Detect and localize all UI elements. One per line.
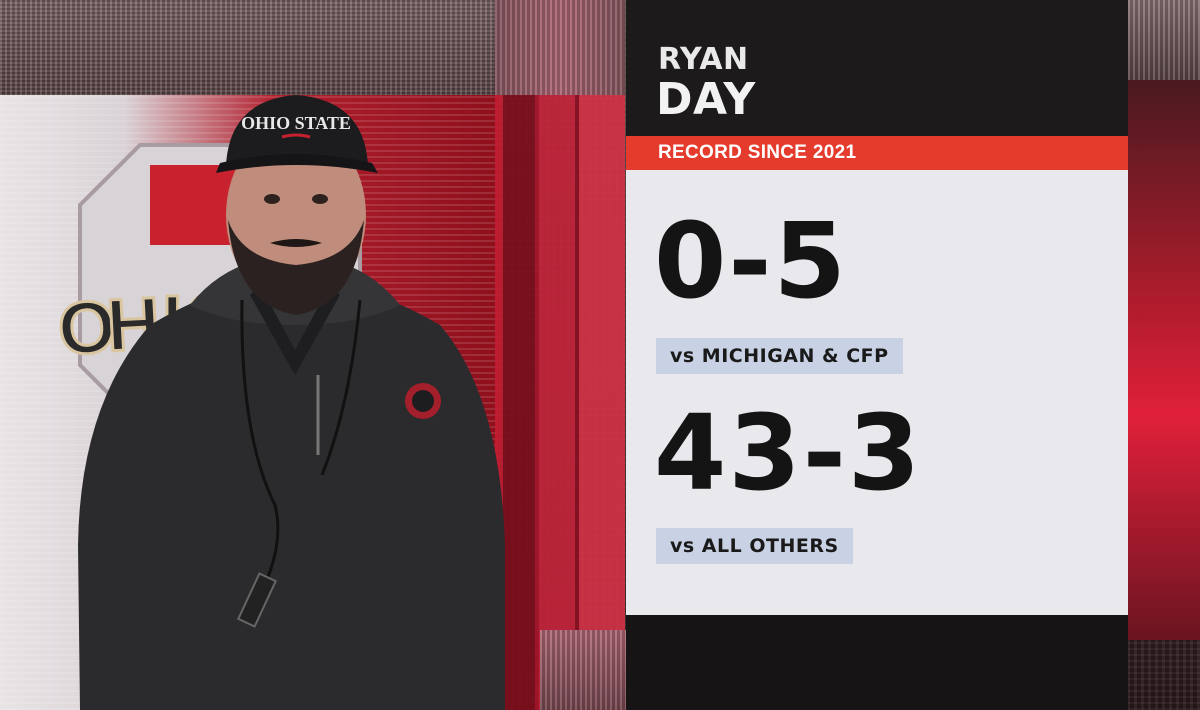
crowd-strip-right: [1128, 0, 1200, 80]
crowd-strip: [495, 0, 625, 95]
card-footer: [626, 615, 1128, 710]
stat-value-michigan-cfp: 0-5: [654, 200, 848, 322]
record-header-bar: [626, 136, 1128, 170]
stat-label-michigan-cfp: vs MICHIGAN & CFP: [656, 338, 903, 374]
card-header: [626, 0, 1128, 136]
stat-label-all-others: vs ALL OTHERS: [656, 528, 853, 564]
svg-text:O: O: [55, 284, 118, 371]
coach-last-name: DAY: [656, 74, 756, 125]
coach-first-name: RYAN: [658, 42, 749, 77]
stats-card: RYAN DAY RECORD SINCE 2021 0-5 vs MICHIG…: [626, 0, 1128, 710]
red-stripe-panel: [495, 95, 625, 710]
stat-value-all-others: 43-3: [654, 392, 923, 514]
coach-figure: OHIO STATE: [78, 95, 505, 710]
red-edge-panel: [1128, 80, 1200, 640]
record-header-label: RECORD SINCE 2021: [658, 142, 857, 163]
crowd-strip-bottom: [540, 630, 626, 710]
svg-text:OHIO STATE: OHIO STATE: [241, 113, 351, 133]
